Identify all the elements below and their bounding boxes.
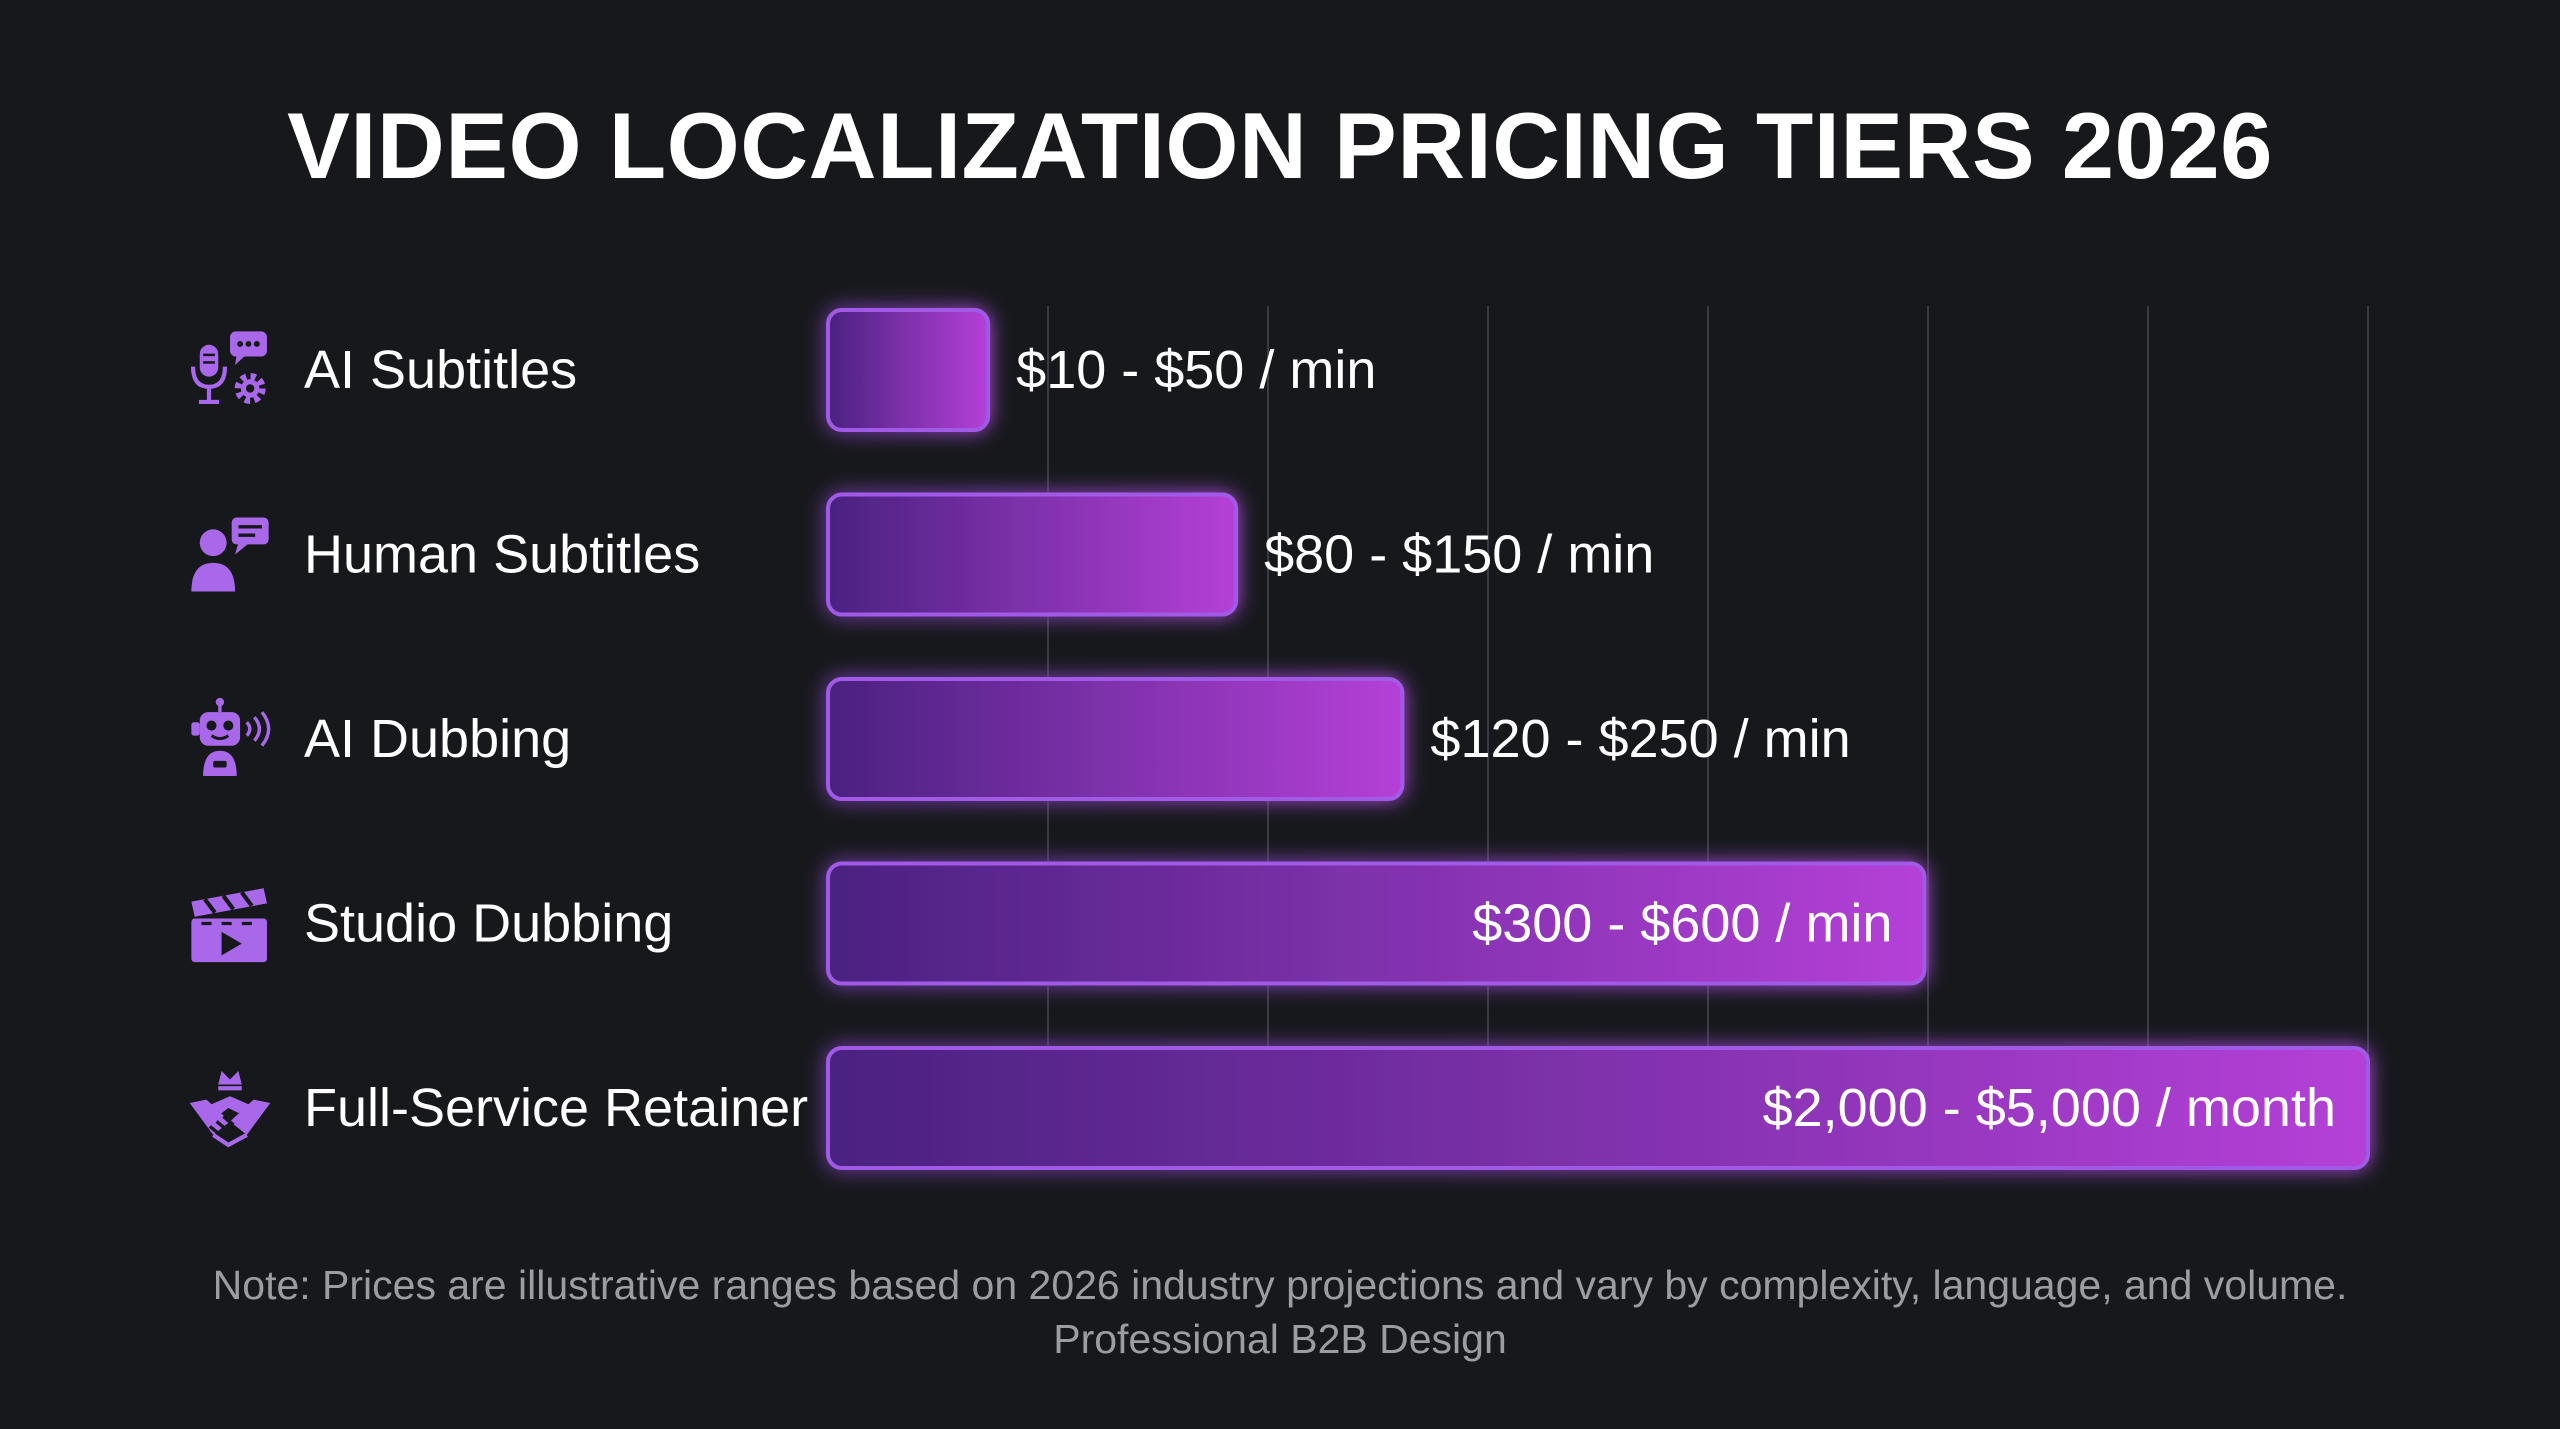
category-label: Studio Dubbing — [304, 894, 673, 954]
handshake-crown-icon — [190, 1071, 271, 1145]
category-label: AI Dubbing — [304, 709, 571, 769]
footnote-line-1: Note: Prices are illustrative ranges bas… — [212, 1262, 2348, 1308]
bar-full-service-retainer — [826, 1046, 2370, 1170]
category-label: Human Subtitles — [304, 525, 700, 585]
value-label: $80 - $150 / min — [1264, 525, 1654, 585]
bar-human-subtitles — [826, 492, 1239, 617]
bar-studio-dubbing — [826, 861, 1927, 986]
value-label: $2,000 - $5,000 / month — [1763, 1078, 2336, 1138]
microphone-chat-gear-icon — [193, 331, 267, 402]
footnote-line-2: Professional B2B Design — [1053, 1316, 1507, 1362]
person-chat-icon — [189, 515, 271, 594]
value-label: $10 - $50 / min — [1016, 340, 1376, 400]
bar-ai-subtitles — [826, 308, 991, 432]
footnote: Note: Prices are illustrative ranges bas… — [0, 1258, 2560, 1366]
chart-title: VIDEO LOCALIZATION PRICING TIERS 2026 — [287, 93, 2273, 198]
category-label: AI Subtitles — [304, 340, 577, 400]
robot-voice-icon — [189, 697, 271, 778]
labels-group: AI Subtitles $10 - $50 / min Human Subtitl… — [190, 331, 2336, 1145]
bar-ai-dubbing — [826, 677, 1405, 801]
category-label: Full-Service Retainer — [304, 1078, 808, 1138]
bars-group — [826, 308, 2370, 1170]
value-label: $300 - $600 / min — [1472, 894, 1892, 954]
clapperboard-play-icon — [191, 888, 267, 962]
value-label: $120 - $250 / min — [1430, 709, 1850, 769]
